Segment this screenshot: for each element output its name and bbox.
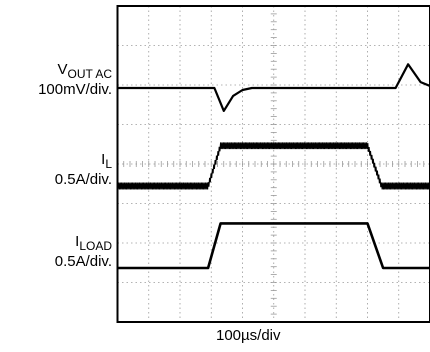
trace-label-iload: ILOAD 0.5A/div. (55, 232, 112, 271)
trace-label-vout: VOUT AC 100mV/div. (38, 60, 112, 99)
grid (117, 5, 430, 323)
trace-iload (117, 222, 430, 270)
traces (116, 63, 430, 270)
vout-name-main: V (57, 61, 68, 78)
il-scale: 0.5A/div. (54, 171, 112, 188)
iload-name-sub: LOAD (79, 239, 112, 253)
trace-label-il: IL 0.5A/div. (55, 150, 112, 189)
trace-il (116, 142, 430, 190)
iload-name-main: I (75, 233, 80, 250)
plot-frame (116, 5, 430, 323)
il-name-sub: L (105, 157, 112, 171)
iload-scale: 0.5A/div. (54, 253, 112, 270)
vout-scale: 100mV/div. (38, 81, 112, 98)
vout-name-sub: OUT AC (67, 67, 112, 81)
il-name-main: I (101, 151, 106, 168)
x-axis-label: 100µs/div (216, 327, 281, 344)
trace-vout (117, 63, 430, 112)
